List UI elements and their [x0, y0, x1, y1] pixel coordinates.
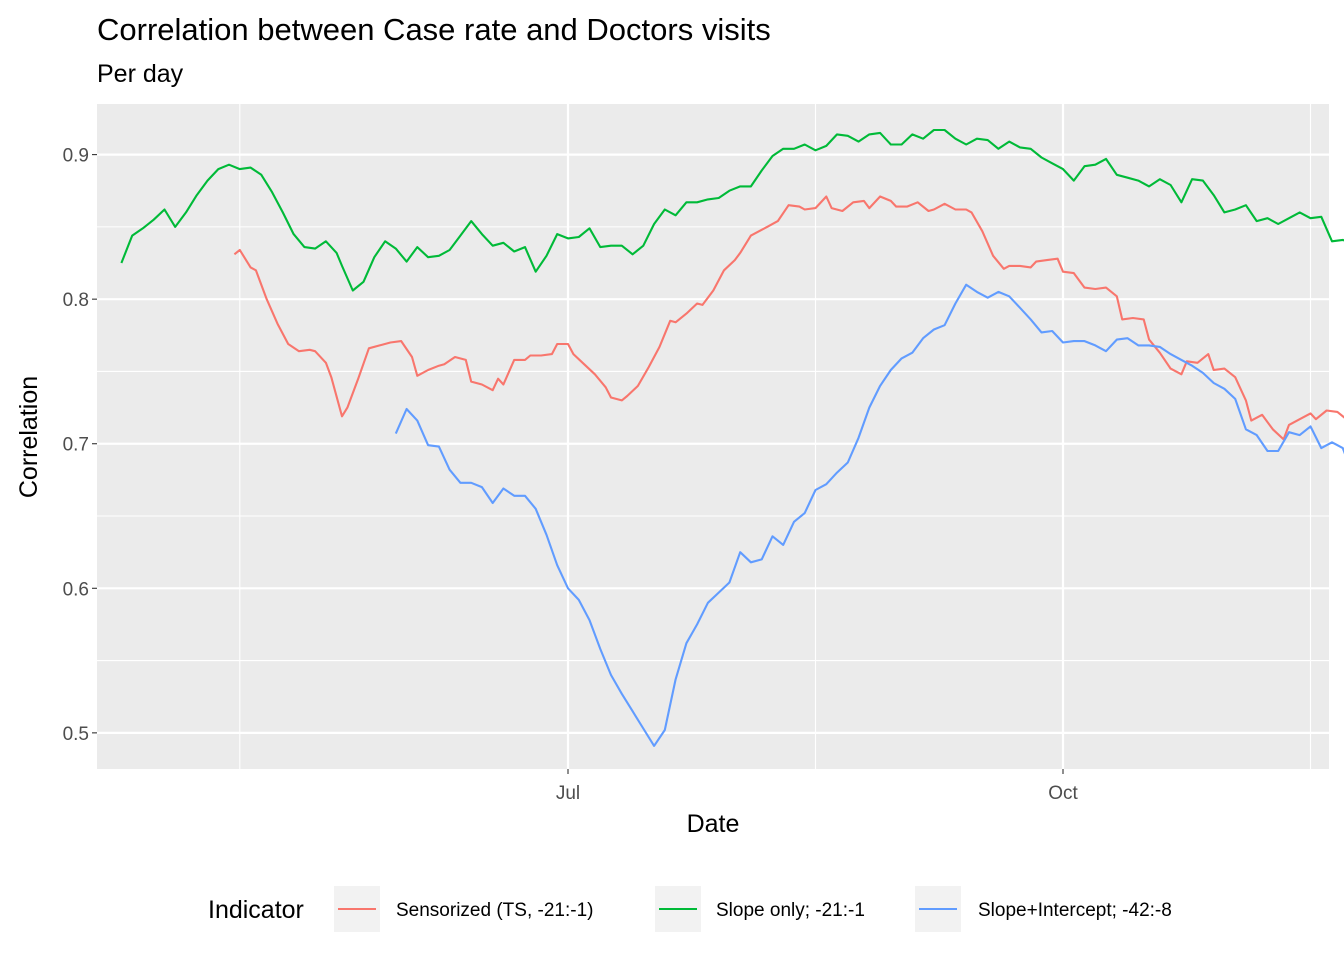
- series-line-slope-intercept: [394, 283, 1344, 747]
- legend-label-slope-only: Slope only; -21:-1: [716, 900, 865, 921]
- legend-item-slope-intercept: Slope+Intercept; -42:-8: [915, 886, 1172, 932]
- series-layer: [120, 128, 1344, 747]
- x-tick-label: Oct: [1048, 783, 1078, 804]
- x-axis-title: Date: [687, 810, 740, 838]
- legend-label-sensorized: Sensorized (TS, -21:-1): [396, 900, 593, 921]
- y-tick-label: 0.5: [63, 724, 89, 745]
- y-tick-label: 0.7: [63, 435, 89, 456]
- legend-title: Indicator: [208, 896, 304, 924]
- legend-item-slope-only: Slope only; -21:-1: [655, 886, 865, 932]
- legend-label-slope-intercept: Slope+Intercept; -42:-8: [978, 900, 1172, 921]
- series-line-sensorized: [233, 195, 1344, 441]
- y-axis-title: Correlation: [15, 376, 43, 498]
- major-gridlines: [97, 104, 1329, 769]
- chart-subtitle: Per day: [97, 60, 184, 88]
- x-tick-label: Jul: [556, 783, 580, 804]
- y-tick-label: 0.9: [63, 146, 89, 167]
- plot-panel: [97, 104, 1329, 769]
- legend: Indicator Sensorized (TS, -21:-1) Slope …: [208, 886, 1172, 932]
- legend-item-sensorized: Sensorized (TS, -21:-1): [334, 886, 593, 932]
- axis-layer: 0.5 0.6 0.7 0.8 0.9 Jul Oct: [63, 146, 1079, 804]
- chart-title: Correlation between Case rate and Doctor…: [97, 12, 771, 47]
- minor-gridlines: [97, 104, 1329, 769]
- series-line-slope-only: [120, 128, 1344, 292]
- y-tick-label: 0.6: [63, 579, 89, 600]
- y-tick-label: 0.8: [63, 290, 89, 311]
